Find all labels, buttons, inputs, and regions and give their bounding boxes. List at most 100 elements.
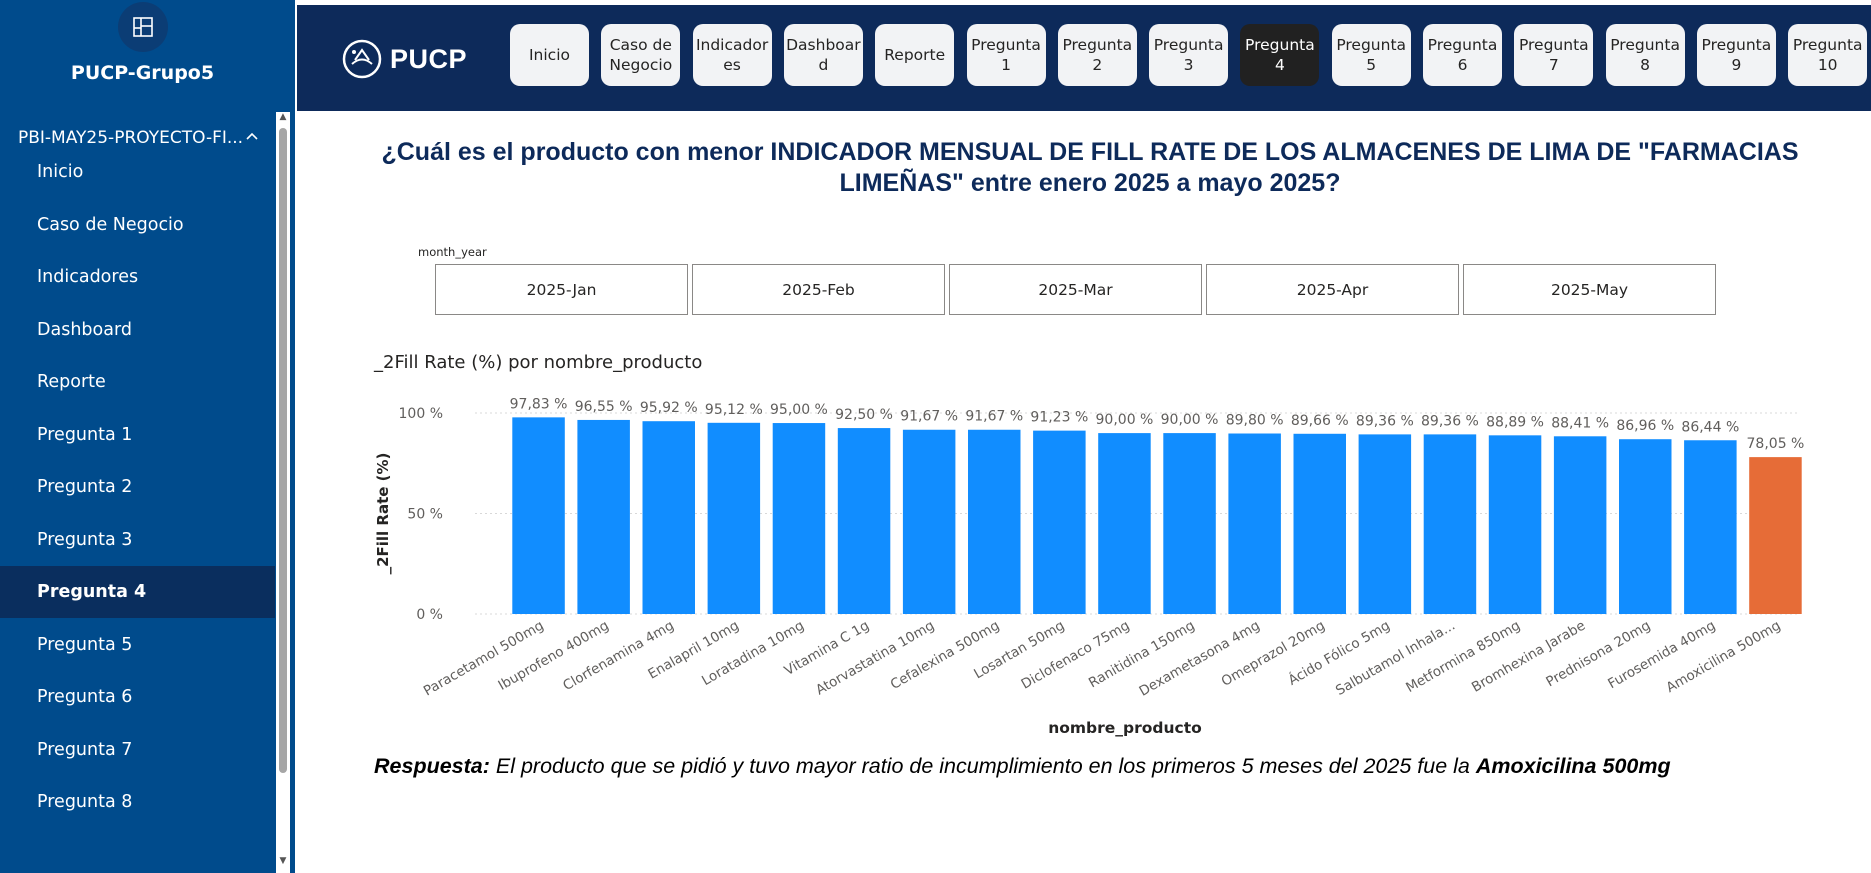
x-tick-label: Ibuprofeno 400mg <box>496 618 612 694</box>
slicer-label: month_year <box>418 245 487 259</box>
data-label: 91,67 % <box>965 409 1023 425</box>
chevron-up-icon[interactable] <box>245 126 259 145</box>
pucp-logo: PUCP <box>342 39 467 79</box>
y-axis-label: _2Fill Rate (%) <box>374 453 392 575</box>
data-label: 88,41 % <box>1551 415 1609 431</box>
x-axis-label: nombre_producto <box>1048 719 1202 737</box>
bar-dexametasona-4mg[interactable] <box>1228 433 1281 614</box>
bar-prednisona-20mg[interactable] <box>1619 439 1672 614</box>
workspace-icon[interactable] <box>118 2 168 52</box>
slicer-option-2025-may[interactable]: 2025-May <box>1463 264 1716 315</box>
sidebar-item-pregunta-2[interactable]: Pregunta 2 <box>37 477 133 497</box>
data-label: 90,00 % <box>1161 412 1219 428</box>
scroll-down-icon[interactable]: ▼ <box>279 856 287 866</box>
data-label: 86,96 % <box>1616 418 1674 434</box>
data-label: 95,00 % <box>770 402 828 418</box>
x-tick-label: Clorfenamina 4mg <box>560 618 676 694</box>
data-label: 88,89 % <box>1486 414 1544 430</box>
x-tick-label: Cefalexina 500mg <box>888 618 1002 693</box>
bar-salbutamol-inhala-[interactable] <box>1423 434 1477 614</box>
answer-text: Respuesta: El producto que se pidió y tu… <box>374 754 1671 779</box>
logo-text: PUCP <box>390 43 468 74</box>
data-label: 89,80 % <box>1226 413 1284 429</box>
sidebar-scrollbar[interactable]: ▲ ▼ <box>276 112 290 873</box>
x-tick-label: Diclofenaco 75mg <box>1018 618 1132 693</box>
scroll-up-icon[interactable]: ▲ <box>279 112 287 122</box>
nav-button-pregunta-3[interactable]: Pregunta 3 <box>1149 24 1229 86</box>
data-label: 89,66 % <box>1291 413 1349 429</box>
sidebar-section-title[interactable]: PBI-MAY25-PROYECTO-FI... <box>18 128 244 148</box>
x-tick-label: Ranitidina 150mg <box>1086 618 1198 692</box>
workspace-grid-icon <box>133 17 153 37</box>
sidebar-item-reporte[interactable]: Reporte <box>37 372 106 392</box>
bar-ácido-fólico-5mg[interactable] <box>1358 434 1412 614</box>
nav-button-indicador-es[interactable]: Indicador es <box>692 24 772 86</box>
nav-button-pregunta-8[interactable]: Pregunta 8 <box>1605 24 1685 86</box>
nav-button-pregunta-2[interactable]: Pregunta 2 <box>1057 24 1137 86</box>
pucp-seal-icon <box>342 39 382 79</box>
nav-button-pregunta-10[interactable]: Pregunta 10 <box>1788 24 1868 86</box>
answer-highlight: Amoxicilina 500mg <box>1475 754 1671 778</box>
bar-cefalexina-500mg[interactable] <box>968 429 1021 614</box>
sidebar-item-inicio[interactable]: Inicio <box>37 162 84 182</box>
sidebar-item-pregunta-4[interactable]: Pregunta 4 <box>0 566 275 618</box>
nav-button-pregunta-6[interactable]: Pregunta 6 <box>1423 24 1502 86</box>
sidebar-item-pregunta-3[interactable]: Pregunta 3 <box>37 529 133 550</box>
sidebar-item-pregunta-8[interactable]: Pregunta 8 <box>37 792 133 812</box>
data-label: 91,67 % <box>900 409 958 425</box>
sidebar-item-pregunta-1[interactable]: Pregunta 1 <box>37 424 133 445</box>
sidebar: PUCP-Grupo5 PBI-MAY25-PROYECTO-FI... Ini… <box>0 0 295 873</box>
bar-vitamina-c-1g[interactable] <box>837 428 891 614</box>
data-label: 78,05 % <box>1747 436 1805 452</box>
data-label: 90,00 % <box>1096 412 1154 428</box>
bar-furosemida-40mg[interactable] <box>1684 440 1737 614</box>
data-label: 97,83 % <box>510 396 568 412</box>
nav-button-inicio[interactable]: Inicio <box>510 24 589 86</box>
bar-bromhexina-jarabe[interactable] <box>1553 436 1607 614</box>
nav-button-pregunta-5[interactable]: Pregunta 5 <box>1331 24 1411 86</box>
bar-atorvastatina-10mg[interactable] <box>902 429 956 614</box>
x-tick-label: Atorvastatina 10mg <box>813 618 937 699</box>
nav-button-pregunta-7[interactable]: Pregunta 7 <box>1514 24 1594 86</box>
data-label: 89,36 % <box>1356 413 1414 429</box>
sidebar-item-dashboard[interactable]: Dashboard <box>37 319 132 340</box>
bar-losartan-50mg[interactable] <box>1033 430 1086 614</box>
bar-ibuprofeno-400mg[interactable] <box>577 419 630 614</box>
nav-button-pregunta-1[interactable]: Pregunta 1 <box>966 24 1046 86</box>
answer-prefix: Respuesta: <box>374 754 490 778</box>
nav-button-reporte[interactable]: Reporte <box>875 24 955 86</box>
x-tick-label: Bromhexina Jarabe <box>1469 618 1588 696</box>
sidebar-item-pregunta-7[interactable]: Pregunta 7 <box>37 739 133 760</box>
bar-diclofenaco-75mg[interactable] <box>1098 433 1151 614</box>
bar-metformina-850mg[interactable] <box>1488 435 1542 614</box>
bar-omeprazol-20mg[interactable] <box>1293 433 1347 614</box>
sidebar-item-pregunta-5[interactable]: Pregunta 5 <box>37 634 133 655</box>
bar-paracetamol-500mg[interactable] <box>512 417 565 614</box>
slicer-option-2025-jan[interactable]: 2025-Jan <box>435 264 688 315</box>
data-label: 96,55 % <box>575 399 633 415</box>
bar-enalapril-10mg[interactable] <box>707 422 761 614</box>
bar-clorfenamina-4mg[interactable] <box>642 421 696 614</box>
answer-body: El producto que se pidió y tuvo mayor ra… <box>489 754 1476 778</box>
data-label: 86,44 % <box>1681 419 1739 435</box>
nav-button-dashboar-d[interactable]: Dashboar d <box>783 24 863 86</box>
bar-ranitidina-150mg[interactable] <box>1163 433 1216 614</box>
sidebar-item-pregunta-6[interactable]: Pregunta 6 <box>37 687 133 707</box>
slicer-option-2025-apr[interactable]: 2025-Apr <box>1206 264 1459 315</box>
scrollbar-thumb[interactable] <box>279 128 287 773</box>
x-tick-label: Amoxicilina 500mg <box>1664 618 1784 696</box>
slicer-option-2025-feb[interactable]: 2025-Feb <box>692 264 945 315</box>
bar-amoxicilina-500mg[interactable] <box>1749 457 1802 614</box>
workspace-name: PUCP-Grupo5 <box>70 62 215 84</box>
bar-loratadina-10mg[interactable] <box>772 423 826 614</box>
nav-button-pregunta-4[interactable]: Pregunta 4 <box>1240 24 1320 86</box>
x-tick-label: Metformina 850mg <box>1403 618 1523 696</box>
data-label: 91,23 % <box>1030 410 1088 426</box>
sidebar-item-indicadores[interactable]: Indicadores <box>37 267 139 287</box>
nav-button-caso-de-negocio[interactable]: Caso de Negocio <box>601 24 681 86</box>
slicer-option-2025-mar[interactable]: 2025-Mar <box>949 264 1202 315</box>
question-title: ¿Cuál es el producto con menor INDICADOR… <box>381 138 1799 197</box>
top-navigation-bar: PUCP Inicio Caso de Negocio Indicador es Da… <box>297 5 1871 111</box>
nav-button-pregunta-9[interactable]: Pregunta 9 <box>1696 24 1776 86</box>
sidebar-item-caso-de-negocio[interactable]: Caso de Negocio <box>37 214 184 235</box>
